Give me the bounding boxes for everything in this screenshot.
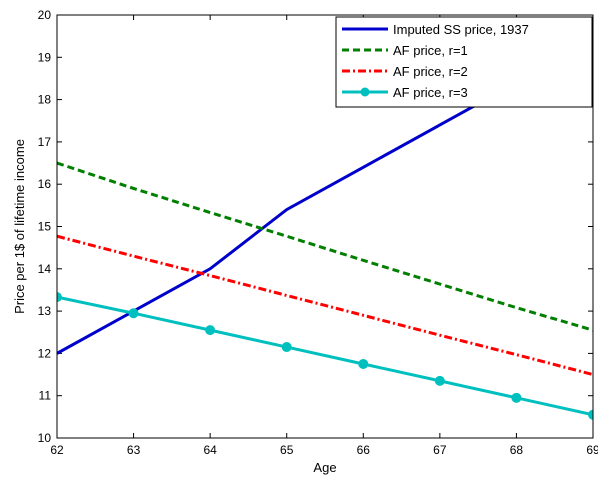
x-tick-label: 67 <box>433 443 447 457</box>
y-tick-label: 17 <box>38 135 52 149</box>
data-point <box>57 292 62 303</box>
y-tick-label: 18 <box>38 93 52 107</box>
x-tick-label: 68 <box>510 443 524 457</box>
x-tick-label: 65 <box>280 443 294 457</box>
series-line <box>57 295 593 417</box>
x-tick-label: 64 <box>203 443 217 457</box>
series-line <box>57 161 593 332</box>
series-3 <box>57 234 593 377</box>
y-tick-label: 16 <box>38 177 52 191</box>
x-tick-label: 66 <box>357 443 371 457</box>
y-tick-label: 19 <box>38 50 52 64</box>
x-tick-label: 62 <box>50 443 64 457</box>
y-tick-label: 11 <box>39 389 52 403</box>
x-axis-label: Age <box>313 460 336 475</box>
data-point <box>128 308 139 319</box>
legend-label: Imputed SS price, 1937 <box>393 22 529 37</box>
x-tick-label: 69 <box>586 443 598 457</box>
legend-label: AF price, r=3 <box>393 85 468 100</box>
y-tick-label: 10 <box>38 431 52 445</box>
y-tick-label: 20 <box>38 8 52 22</box>
data-point <box>358 358 369 369</box>
legend-marker <box>360 87 370 97</box>
data-point <box>434 375 445 386</box>
y-tick-label: 12 <box>38 346 52 360</box>
data-point <box>511 392 522 403</box>
data-point <box>588 409 593 420</box>
legend-label: AF price, r=2 <box>393 64 468 79</box>
series-4 <box>57 292 593 420</box>
data-point <box>205 325 216 336</box>
y-axis-label: Price per 1$ of lifetime income <box>12 139 27 314</box>
legend-label: AF price, r=1 <box>393 43 468 58</box>
x-tick-label: 63 <box>127 443 141 457</box>
y-tick-label: 13 <box>38 304 52 318</box>
axes-frame <box>56 14 594 439</box>
y-tick-label: 14 <box>38 262 52 276</box>
data-point <box>281 342 292 353</box>
y-tick-label: 15 <box>38 220 52 234</box>
series-2 <box>57 161 593 332</box>
legend: Imputed SS price, 1937 AF price, r=1 AF pr… <box>335 16 593 108</box>
series-line <box>57 234 593 377</box>
